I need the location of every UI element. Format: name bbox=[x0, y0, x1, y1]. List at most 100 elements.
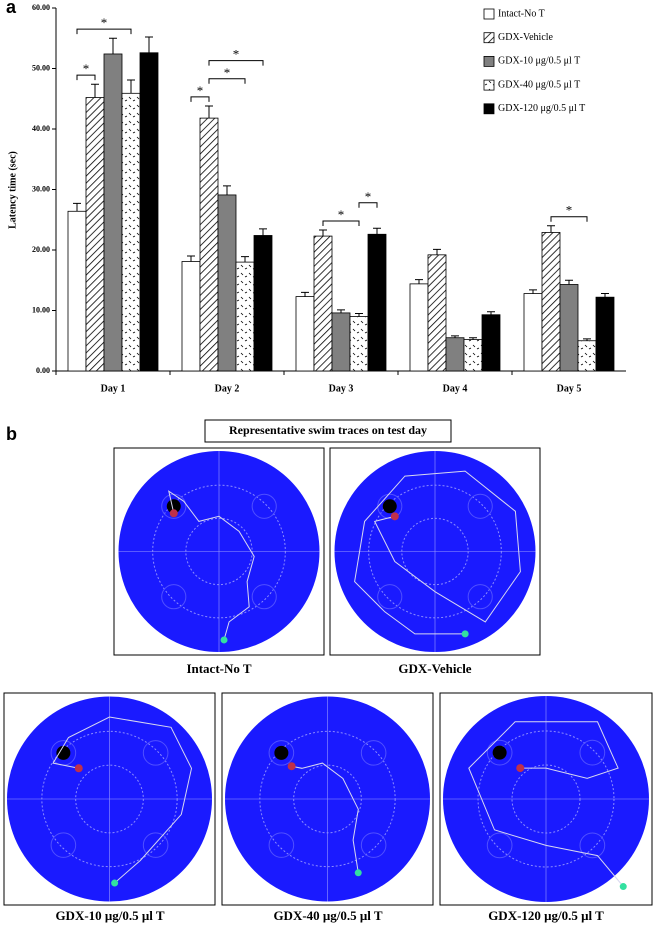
error-bar bbox=[145, 36, 153, 53]
bar bbox=[85, 97, 105, 372]
legend-label: GDX-120 μg/0.5 μl T bbox=[498, 103, 585, 114]
error-bar bbox=[601, 293, 609, 298]
bar bbox=[367, 233, 387, 372]
legend-label: GDX-Vehicle bbox=[498, 32, 554, 43]
quadrant-zone bbox=[251, 493, 277, 519]
end-point bbox=[169, 509, 178, 518]
bar bbox=[523, 293, 543, 372]
significance-bracket bbox=[322, 220, 360, 226]
bar bbox=[217, 194, 237, 372]
error-bar bbox=[565, 279, 573, 285]
bar bbox=[463, 339, 483, 372]
significance-star: * bbox=[365, 189, 372, 204]
y-tick-label: 30.00 bbox=[32, 184, 50, 193]
quadrant-zone bbox=[486, 832, 513, 859]
error-bar bbox=[433, 248, 441, 255]
bar bbox=[139, 52, 159, 372]
bar bbox=[199, 117, 219, 372]
swim-trace-panel bbox=[221, 692, 434, 906]
error-bar bbox=[127, 79, 135, 94]
error-bar bbox=[373, 227, 381, 235]
swim-path bbox=[291, 762, 359, 873]
significance-star: * bbox=[224, 65, 231, 80]
swim-path bbox=[468, 721, 624, 887]
platform bbox=[56, 745, 71, 760]
significance-star: * bbox=[566, 203, 573, 218]
error-bar bbox=[223, 185, 231, 195]
pool-grid bbox=[118, 451, 320, 652]
start-point bbox=[354, 869, 362, 877]
error-bar bbox=[241, 256, 249, 263]
x-tick-label: Day 4 bbox=[443, 383, 468, 394]
quadrant-zone bbox=[579, 739, 606, 766]
quadrant-zone bbox=[377, 584, 403, 610]
swim-trace-panel bbox=[3, 692, 216, 906]
significance-star: * bbox=[83, 61, 90, 76]
error-bar bbox=[415, 279, 423, 284]
error-bar bbox=[451, 335, 459, 338]
y-tick-label: 20.00 bbox=[32, 245, 50, 254]
pool-grid bbox=[7, 696, 212, 902]
platform bbox=[274, 745, 289, 760]
significance-bracket bbox=[550, 216, 588, 222]
quadrant-zone bbox=[579, 832, 606, 859]
quadrant-zone bbox=[486, 739, 513, 766]
pool-grid bbox=[443, 696, 649, 902]
platform bbox=[382, 499, 397, 514]
start-point bbox=[111, 879, 119, 887]
bar bbox=[559, 284, 579, 372]
legend-label: GDX-10 μg/0.5 μl T bbox=[498, 56, 580, 67]
error-bar bbox=[319, 229, 327, 237]
quadrant-zone bbox=[467, 584, 493, 610]
error-bar bbox=[259, 228, 267, 236]
panel-label: b bbox=[6, 424, 17, 444]
bar bbox=[67, 210, 87, 372]
swim-trace-panel bbox=[113, 447, 325, 656]
significance-bracket bbox=[208, 78, 246, 84]
bar bbox=[577, 340, 597, 372]
start-point bbox=[220, 636, 228, 644]
trace-caption: GDX-10 μg/0.5 μl T bbox=[55, 908, 164, 923]
x-tick-label: Day 5 bbox=[557, 383, 582, 394]
end-point bbox=[287, 762, 296, 771]
trace-caption: GDX-40 μg/0.5 μl T bbox=[273, 908, 382, 923]
quadrant-zone bbox=[142, 832, 169, 858]
panel-label: a bbox=[6, 0, 17, 17]
bar bbox=[541, 232, 561, 372]
traces-title-box bbox=[204, 419, 452, 443]
platform bbox=[166, 499, 181, 514]
quadrant-zone bbox=[268, 740, 295, 766]
error-bar bbox=[583, 338, 591, 341]
swim-trace-panel bbox=[439, 692, 653, 906]
error-bar bbox=[301, 291, 309, 297]
error-bar bbox=[91, 83, 99, 98]
traces-title: Representative swim traces on test day bbox=[229, 423, 427, 437]
legend-label: Intact-No T bbox=[498, 8, 545, 19]
significance-bracket bbox=[190, 96, 210, 102]
swim-path bbox=[52, 716, 193, 884]
bar bbox=[331, 312, 351, 372]
quadrant-zone bbox=[360, 832, 387, 858]
x-tick-label: Day 3 bbox=[329, 383, 354, 394]
quadrant-zone bbox=[268, 832, 295, 858]
y-tick-label: 0.00 bbox=[36, 366, 50, 375]
significance-bracket bbox=[76, 28, 132, 35]
y-tick-label: 40.00 bbox=[32, 124, 50, 133]
trace-caption: GDX-Vehicle bbox=[398, 661, 471, 676]
end-point bbox=[390, 512, 399, 521]
bar bbox=[121, 92, 141, 372]
quadrant-zone bbox=[50, 832, 77, 858]
significance-bracket bbox=[208, 60, 264, 66]
legend-swatch bbox=[483, 8, 495, 20]
bar bbox=[445, 337, 465, 372]
significance-star: * bbox=[233, 47, 240, 62]
trace-caption: Intact-No T bbox=[186, 661, 251, 676]
x-tick-label: Day 1 bbox=[101, 383, 126, 394]
bar bbox=[253, 235, 273, 372]
x-tick-label: Day 2 bbox=[215, 383, 240, 394]
start-point bbox=[461, 630, 469, 638]
legend-swatch bbox=[483, 79, 495, 91]
y-axis-label: Latency time (sec) bbox=[7, 151, 18, 229]
pool-grid bbox=[225, 696, 430, 902]
